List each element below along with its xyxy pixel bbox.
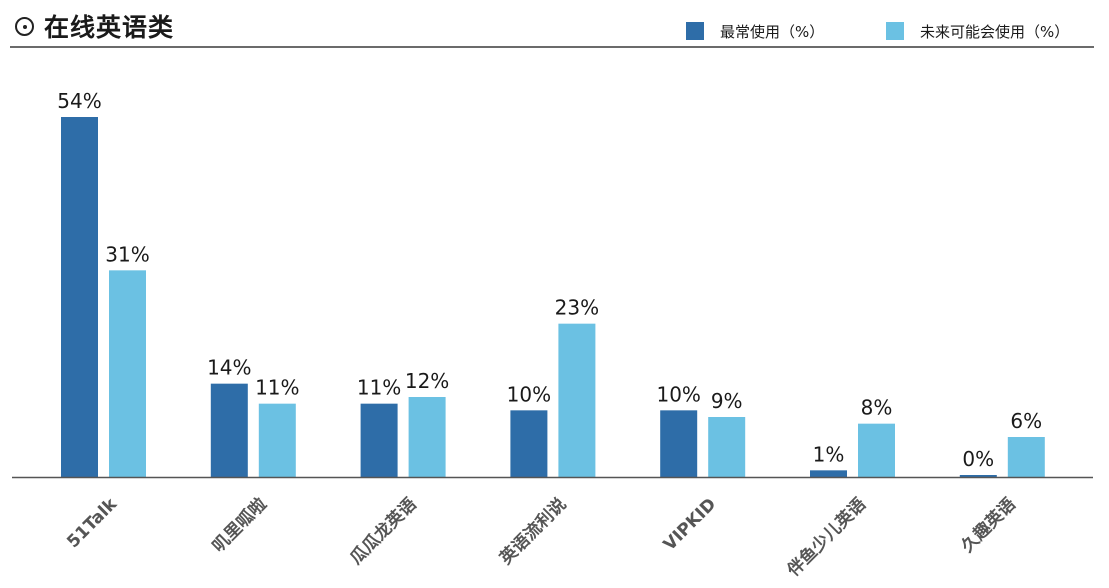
- bar-most-used: [61, 117, 98, 477]
- chart-title: 在线英语类: [44, 13, 175, 42]
- legend-label-most-used: 最常使用（%）: [720, 23, 825, 41]
- bar-most-used: [510, 410, 548, 477]
- bar-future-use: [408, 397, 446, 477]
- x-tick-label: 久趣英语: [957, 494, 1020, 557]
- data-label: 23%: [555, 296, 599, 320]
- x-tick-label: VIPKID: [660, 494, 721, 555]
- x-tick-label: 英语流利说: [495, 494, 570, 569]
- bar-most-used: [210, 383, 248, 477]
- data-label: 14%: [207, 356, 251, 380]
- legend-label-future-use: 未来可能会使用（%）: [920, 23, 1070, 41]
- x-tick-label: 伴鱼少儿英语: [782, 494, 870, 582]
- data-label: 11%: [357, 376, 401, 400]
- legend-swatch-future-use: [886, 22, 904, 40]
- bar-future-use: [708, 417, 746, 477]
- data-label: 6%: [1010, 409, 1042, 433]
- header-divider: [10, 46, 1094, 48]
- data-label: 10%: [656, 382, 700, 406]
- legend-swatch-most-used: [686, 22, 704, 40]
- data-label: 0%: [962, 447, 994, 471]
- circle-dot-icon: [15, 17, 34, 36]
- chart-header: 在线英语类: [0, 0, 1109, 46]
- bar-most-used: [660, 410, 698, 477]
- x-tick-label: 瓜瓜龙英语: [346, 494, 421, 569]
- data-label: 10%: [507, 382, 551, 406]
- data-label: 11%: [255, 376, 299, 400]
- data-label: 31%: [105, 242, 149, 266]
- bar-most-used: [360, 403, 398, 477]
- bar-future-use: [858, 423, 895, 477]
- data-label: 54%: [57, 89, 101, 113]
- x-tick-label: 叽里呱啦: [208, 494, 271, 557]
- data-label: 9%: [711, 389, 743, 413]
- data-label: 8%: [861, 396, 893, 420]
- bar-most-used: [810, 470, 847, 477]
- bar-future-use: [1007, 437, 1045, 477]
- data-label: 12%: [405, 369, 449, 393]
- bar-future-use: [258, 403, 296, 477]
- x-tick-label: 51Talk: [63, 494, 121, 552]
- data-label: 1%: [813, 442, 845, 466]
- bar-most-used: [959, 475, 997, 477]
- bar-future-use: [109, 270, 146, 477]
- bar-future-use: [558, 323, 596, 477]
